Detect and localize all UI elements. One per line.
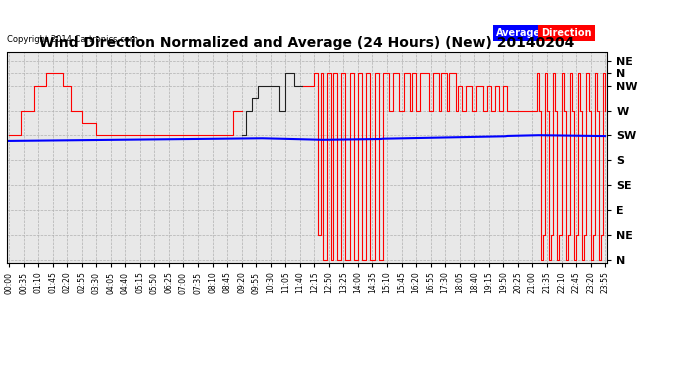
Average xyxy=(601,134,609,138)
Average xyxy=(516,134,524,138)
Direction xyxy=(518,108,526,113)
Line: Average: Average xyxy=(9,135,605,141)
Title: Wind Direction Normalized and Average (24 Hours) (New) 20140204: Wind Direction Normalized and Average (2… xyxy=(39,36,575,50)
Average xyxy=(306,137,315,142)
Average xyxy=(57,138,65,142)
Average xyxy=(551,133,560,138)
Direction xyxy=(5,133,13,138)
Direction xyxy=(533,71,541,75)
Average xyxy=(533,133,541,137)
Text: Copyright 2014 Cartronics.com: Copyright 2014 Cartronics.com xyxy=(7,35,138,44)
Text: Average: Average xyxy=(496,28,541,38)
Direction xyxy=(508,108,516,113)
Line: Direction: Direction xyxy=(9,73,605,260)
Average xyxy=(531,133,539,138)
Direction xyxy=(551,108,560,113)
Direction xyxy=(57,71,65,75)
Average xyxy=(5,139,13,143)
Average xyxy=(506,134,514,138)
Direction xyxy=(308,83,317,88)
Text: Direction: Direction xyxy=(541,28,591,38)
Direction xyxy=(601,108,609,113)
